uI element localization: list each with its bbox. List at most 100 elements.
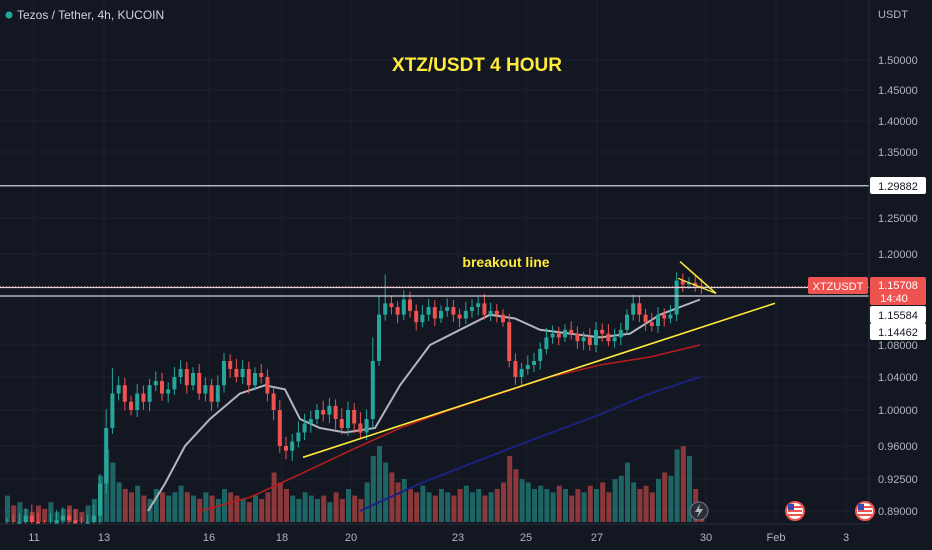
candle-body-61 <box>383 303 388 315</box>
candle-body-8 <box>54 520 59 525</box>
volume-bar-94 <box>587 485 593 522</box>
level-mid-value: 1.15584 <box>878 310 918 322</box>
volume-bar-63 <box>395 482 401 522</box>
price-tick-1: 1.45000 <box>878 85 918 97</box>
price-tick-2: 1.40000 <box>878 116 918 128</box>
volume-bar-82 <box>513 469 519 522</box>
volume-bar-107 <box>668 475 674 522</box>
us-flag-event-icon[interactable] <box>785 501 805 521</box>
candle-body-56 <box>352 410 357 424</box>
volume-bar-64 <box>401 479 407 522</box>
volume-bar-6 <box>42 508 48 522</box>
candle-body-45 <box>284 446 288 451</box>
chart-title-annotation: XTZ/USDT 4 HOUR <box>392 55 562 76</box>
level-mid-label: 1.15584 <box>870 306 926 323</box>
candle-body-70 <box>439 310 443 319</box>
volume-bar-87 <box>544 489 550 522</box>
volume-bar-70 <box>439 489 444 522</box>
candle-body-91 <box>569 329 574 334</box>
candle-body-39 <box>246 369 251 386</box>
volume-bar-81 <box>507 456 513 522</box>
time-tick-6: 25 <box>520 532 532 544</box>
candles <box>5 272 704 542</box>
volume-bar-55 <box>346 489 351 522</box>
candle-body-54 <box>339 419 344 428</box>
time-tick-8: 30 <box>700 532 712 544</box>
volume-bar-104 <box>649 492 655 522</box>
price-axis[interactable] <box>869 0 932 550</box>
volume-bar-53 <box>333 492 339 522</box>
candle-body-89 <box>556 333 561 338</box>
time-tick-0: 11 <box>28 532 39 544</box>
price-tick-10: 0.92500 <box>878 474 918 486</box>
candle-body-22 <box>141 393 146 402</box>
candle-body-78 <box>488 310 493 315</box>
volume-bar-41 <box>259 498 265 522</box>
candle-body-40 <box>253 373 257 386</box>
candle-body-36 <box>228 361 233 369</box>
candle-body-65 <box>408 299 412 311</box>
candle-body-108 <box>674 280 679 315</box>
candle-body-88 <box>550 333 555 338</box>
lightning-event-icon[interactable] <box>689 501 709 521</box>
candle-body-105 <box>656 314 660 327</box>
candle-body-100 <box>625 314 629 330</box>
candle-body-83 <box>519 369 524 377</box>
us-flag-event-icon-2[interactable] <box>855 501 875 521</box>
candle-body-51 <box>321 410 326 415</box>
candle-body-19 <box>122 385 127 402</box>
volume-bar-98 <box>612 479 618 522</box>
volume-bar-91 <box>569 495 575 522</box>
candle-body-111 <box>693 282 698 286</box>
volume-bar-79 <box>494 489 500 522</box>
candle-body-34 <box>215 385 220 402</box>
volume-bar-44 <box>277 482 283 522</box>
volume-bar-66 <box>414 492 420 522</box>
volume-bar-32 <box>203 492 209 522</box>
volume-bar-73 <box>457 489 463 522</box>
candle-body-32 <box>203 385 208 394</box>
candle-body-21 <box>135 393 140 410</box>
candle-body-112 <box>699 285 704 287</box>
candle-body-20 <box>129 401 133 410</box>
candle-body-104 <box>649 322 654 327</box>
candle-body-14 <box>91 515 96 523</box>
candle-body-81 <box>507 322 512 361</box>
time-tick-5: 23 <box>452 532 464 544</box>
volume-bar-7 <box>48 502 54 522</box>
candle-body-49 <box>308 419 313 424</box>
volume-bar-99 <box>618 475 624 522</box>
candle-body-38 <box>240 369 245 377</box>
volume-bar-89 <box>556 485 562 522</box>
symbol-tag-text: XTZUSDT <box>813 281 864 293</box>
volume-bar-95 <box>594 489 599 522</box>
candle-body-71 <box>445 307 450 311</box>
volume-bar-54 <box>339 498 345 522</box>
candle-body-35 <box>222 361 226 386</box>
volume-bar-93 <box>581 492 587 522</box>
time-axis[interactable] <box>0 524 869 550</box>
volume-bar-21 <box>135 485 141 522</box>
ma-slow-line <box>359 376 701 512</box>
candle-body-48 <box>302 423 307 433</box>
volume-bar-27 <box>172 492 178 522</box>
volume-bar-34 <box>215 498 221 522</box>
volume-bar-23 <box>147 498 153 522</box>
volume-bar-24 <box>153 489 159 522</box>
candle-body-43 <box>271 393 276 410</box>
volume-bar-1 <box>11 505 17 522</box>
volume-bar-46 <box>290 495 296 522</box>
pennant-lower-line <box>677 277 717 294</box>
candle-body-109 <box>680 280 685 285</box>
time-tick-labels: 11 13 16 18 20 23 25 27 30 Feb 3 <box>28 532 849 544</box>
volume-bar-109 <box>680 446 686 522</box>
candle-body-94 <box>587 337 592 345</box>
candle-body-28 <box>178 369 183 377</box>
candle-body-16 <box>104 428 109 484</box>
volume-bar-19 <box>122 489 128 522</box>
volume-bar-108 <box>674 449 680 522</box>
volume-bar-37 <box>234 495 240 522</box>
candle-body-50 <box>315 410 319 419</box>
price-tick-3: 1.35000 <box>878 147 918 159</box>
